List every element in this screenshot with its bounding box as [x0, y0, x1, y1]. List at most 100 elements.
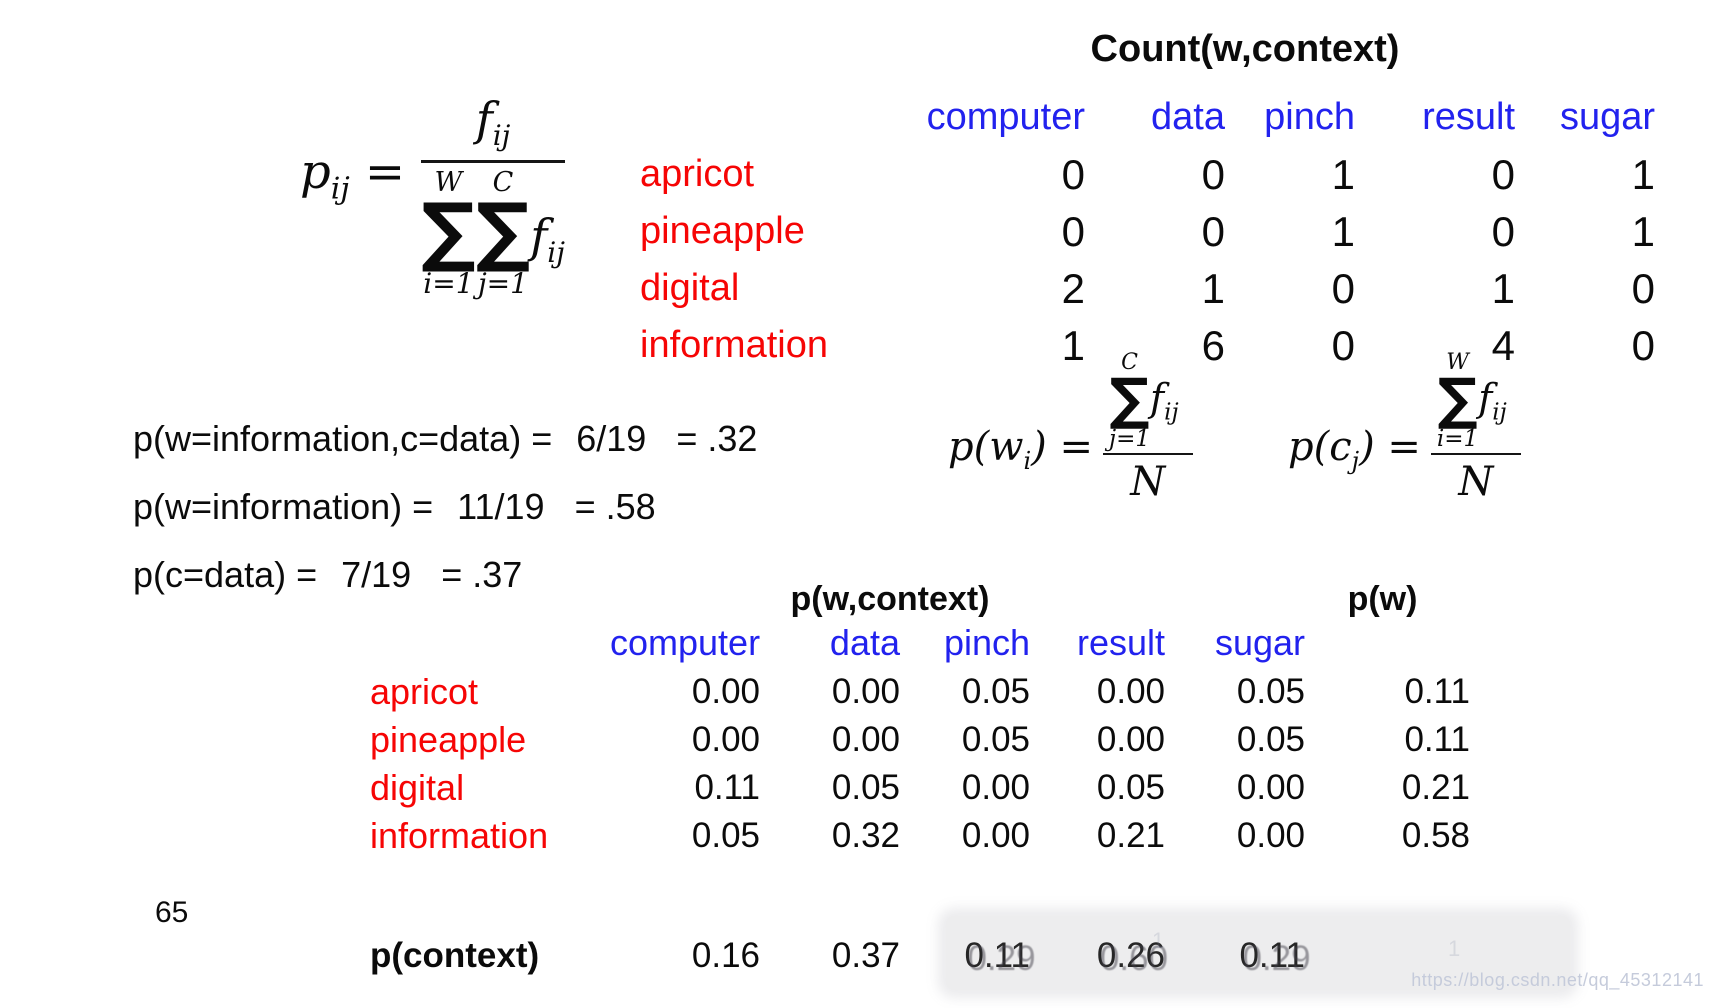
prob-cell: 0.00 [1236, 816, 1305, 855]
prob-cell: 0.32 [831, 816, 900, 855]
count-cell: 4 [1491, 321, 1515, 369]
prob-cell: 0.05 [691, 816, 760, 855]
prob-table: computer data pinch result sugar apricot… [370, 618, 1470, 860]
count-row-label: pineapple [640, 210, 805, 252]
formula-pij-den-term: fij [530, 209, 565, 270]
prob-cell: 0.00 [691, 720, 760, 759]
prob-cell: 0.00 [961, 816, 1030, 855]
count-row-label: apricot [640, 153, 755, 195]
fraction-bar [1102, 452, 1193, 455]
prob-cell: 0.05 [961, 672, 1030, 711]
prob-cell: 0.05 [1236, 720, 1305, 759]
watermark: https://blog.csdn.net/qq_45312141 [1411, 970, 1704, 990]
count-cell: 1 [1061, 321, 1085, 369]
context-cell-garbled: 0.11 0.29 [964, 936, 1036, 978]
formula-pc-lhs: p(cj) = [1288, 424, 1421, 475]
sigma-icon: ∑ [475, 186, 531, 276]
sum-over-words: W ∑ i=1 [1436, 350, 1479, 452]
prob-cell: 0.00 [1236, 768, 1305, 807]
prob-col-header: sugar [1214, 622, 1305, 663]
count-cell: 0 [1061, 150, 1085, 198]
prob-line: p(w=information) = 11/19 = .58 [133, 486, 656, 527]
prob-col-header: computer [610, 622, 761, 663]
prob-cell: 0.05 [961, 720, 1030, 759]
page-number: 65 [155, 896, 189, 929]
prob-pw-cell: 0.21 [1401, 768, 1470, 807]
fraction-bar [421, 160, 565, 164]
formula-pij-numerator: fij [475, 92, 511, 153]
count-cell: 0 [1331, 264, 1355, 312]
prob-cell: 0.00 [961, 768, 1030, 807]
prob-pw-cell: 0.11 [1404, 720, 1470, 759]
count-col-header: sugar [1559, 95, 1655, 138]
count-table: computer data pinch result sugar apricot… [640, 88, 1655, 374]
prob-cell: 0.00 [831, 672, 900, 711]
count-col-header: data [1151, 95, 1225, 138]
sigma-icon: ∑ [1109, 367, 1150, 432]
count-row-label: digital [640, 267, 740, 309]
pw-column-title: p(w) [1347, 580, 1418, 618]
prob-cell: 0.05 [1236, 672, 1305, 711]
count-cell: 0 [1061, 207, 1085, 255]
context-row-label: p(context) [370, 936, 540, 975]
formula-pij-denominator: W ∑ i=1 C ∑ j=1 fij [421, 163, 565, 298]
prob-col-header: pinch [943, 622, 1030, 663]
prob-pw-cell: 0.58 [1401, 816, 1470, 855]
count-cell: 0 [1491, 150, 1515, 198]
count-row-label: information [640, 324, 828, 366]
context-cell-garbled: 0.26 0.60 [1096, 936, 1168, 978]
compression-artifact-band [946, 916, 1570, 990]
count-cell: 6 [1201, 321, 1225, 369]
formula-pw-lhs: p(wi) = [948, 424, 1093, 475]
context-cell-garbled: 0.11 0.29 [1239, 936, 1311, 978]
sigma-icon: ∑ [1437, 367, 1478, 432]
prob-cell: 0.05 [831, 768, 900, 807]
formula-pc-fraction: W ∑ i=1 fij N [1430, 350, 1521, 505]
count-cell: 0 [1331, 321, 1355, 369]
count-col-header: result [1422, 95, 1515, 138]
count-cell: 1 [1201, 264, 1225, 312]
formula-pw-denominator: N [1130, 458, 1166, 505]
prob-row-label: pineapple [370, 719, 527, 760]
formula-pc: p(cj) = W ∑ i=1 fij N [1288, 352, 1521, 505]
prob-cell: 0.05 [1096, 768, 1165, 807]
prob-pw-cell: 0.11 [1404, 672, 1470, 711]
count-cell: 1 [1631, 150, 1655, 198]
count-table-title: Count(w,context) [1090, 28, 1400, 70]
prob-col-header: data [829, 622, 900, 663]
prob-table-title: p(w,context) [790, 580, 990, 618]
prob-row-label: digital [370, 767, 465, 808]
formula-pij: pij = fij W ∑ i=1 C ∑ j=1 fij [300, 92, 565, 298]
count-cell: 0 [1201, 207, 1225, 255]
formula-pw: p(wi) = C ∑ j=1 fij N [948, 352, 1193, 505]
formula-pc-numerator: W ∑ i=1 fij [1436, 350, 1507, 452]
compression-artifact: 1 [1152, 928, 1165, 953]
context-cell: 0.37 [831, 936, 900, 975]
formula-pij-fraction: fij W ∑ i=1 C ∑ j=1 fij [421, 92, 565, 298]
sigma-icon: ∑ [421, 186, 476, 276]
prob-cell: 0.00 [1096, 720, 1165, 759]
prob-line: p(w=information,c=data) = 6/19 = .32 [133, 418, 758, 459]
count-cell: 1 [1491, 264, 1515, 312]
count-cell: 0 [1631, 264, 1655, 312]
count-cell: 1 [1631, 207, 1655, 255]
formula-pw-numerator: C ∑ j=1 fij [1108, 350, 1179, 452]
prob-row-label: information [370, 815, 549, 856]
prob-cell: 0.21 [1096, 816, 1165, 855]
sum-over-contexts: C ∑ j=1 [1108, 350, 1151, 452]
sum-over-contexts: C ∑ j=1 [475, 167, 531, 301]
prob-cell: 0.00 [691, 672, 760, 711]
formula-pc-denominator: N [1458, 458, 1494, 505]
count-col-header: pinch [1264, 95, 1355, 138]
prob-line: p(c=data) = 7/19 = .37 [133, 554, 523, 595]
count-cell: 0 [1491, 207, 1515, 255]
prob-col-header: result [1076, 622, 1165, 663]
count-cell: 0 [1201, 150, 1225, 198]
context-row: p(context) 0.16 0.37 0.11 0.29 0.26 0.60 0… [370, 928, 1470, 984]
count-cell: 0 [1631, 321, 1655, 369]
count-cell: 1 [1331, 207, 1355, 255]
prob-cell: 0.11 [694, 768, 760, 807]
fraction-bar [1430, 452, 1521, 455]
prob-row-label: apricot [370, 671, 479, 712]
